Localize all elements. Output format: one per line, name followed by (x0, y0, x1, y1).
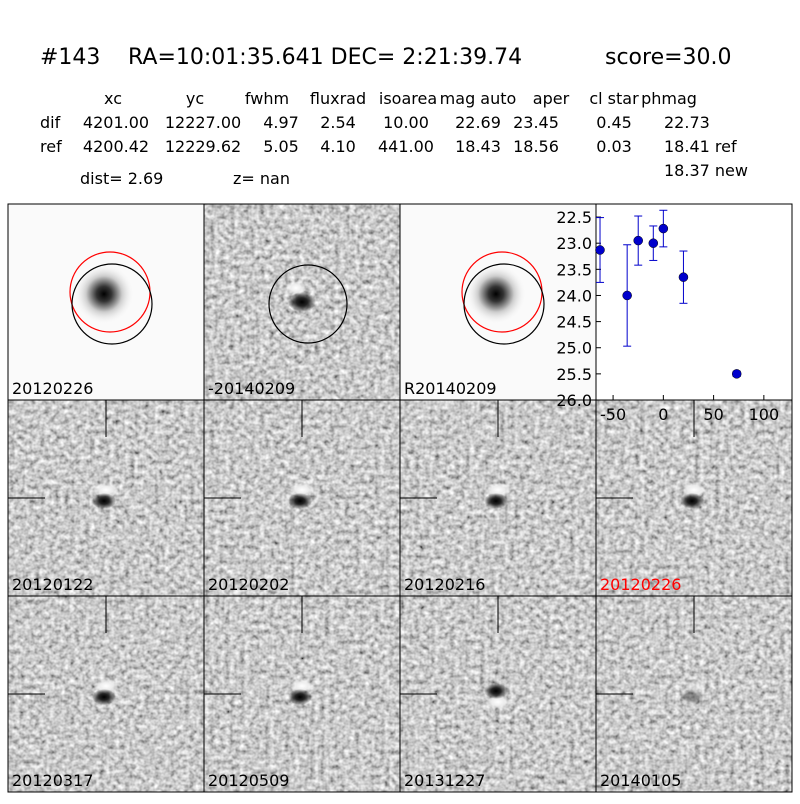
residual-dark (484, 683, 508, 699)
x-tick-label: 0 (658, 405, 668, 424)
table-cell: 22.73 (664, 113, 710, 132)
table-cell: 4.10 (320, 137, 356, 156)
column-header: aper (533, 89, 570, 108)
panel-label: 20120509 (208, 771, 289, 790)
panel-frame (595, 595, 793, 793)
y-tick-label: 22.5 (556, 208, 592, 227)
residual-dark (288, 292, 316, 312)
image-panel: 20120122 (7, 399, 205, 597)
dist: dist= 2.69 (80, 169, 163, 188)
residual-dark (92, 493, 116, 509)
panel-label: 20120122 (12, 575, 93, 594)
panel-label: 20120317 (12, 771, 93, 790)
image-panel: -20140209 (203, 203, 401, 401)
y-tick-label: 25.0 (556, 339, 592, 358)
residual-dark (288, 689, 312, 705)
table-cell: 22.69 (455, 113, 501, 132)
plot-area (595, 203, 793, 401)
x-tick-label: 100 (749, 405, 780, 424)
table-cell: 0.03 (596, 137, 632, 156)
panel-label: 20131227 (404, 771, 485, 790)
aperture-black (268, 264, 348, 344)
residual-dark (92, 689, 116, 705)
table-cell: 18.56 (513, 137, 559, 156)
image-panel: 20120226 (595, 399, 793, 597)
table-cell: 12229.62 (165, 137, 241, 156)
y-tick-label: 25.5 (556, 365, 592, 384)
image-panel: 20120317 (7, 595, 205, 793)
table-cell: 0.45 (596, 113, 632, 132)
point (595, 245, 605, 255)
residual-dark (484, 493, 508, 509)
panel-label: -20140209 (208, 379, 295, 398)
column-header: cl star (589, 89, 639, 108)
y-tick-label: 23.0 (556, 234, 592, 253)
residual-dark (288, 493, 312, 509)
column-header: fluxrad (310, 89, 366, 108)
column-header: isoarea (379, 89, 437, 108)
image-panel: 20120202 (203, 399, 401, 597)
score: score=30.0 (605, 45, 732, 70)
y-tick-label: 24.5 (556, 313, 592, 332)
aperture-black (463, 263, 545, 345)
table-cell: 18.41 ref (664, 137, 737, 156)
residual-dark (680, 689, 704, 705)
image-panel: 20120226 (7, 203, 205, 401)
panel-label: 20120202 (208, 575, 289, 594)
table-cell: 4.97 (263, 113, 299, 132)
point (633, 235, 643, 246)
table-cell: 5.05 (263, 137, 299, 156)
image-panel: 20120509 (203, 595, 401, 793)
column-header: fwhm (245, 89, 289, 108)
y-tick-label: 23.5 (556, 260, 592, 279)
point (658, 223, 669, 234)
table-cell: 23.45 (513, 113, 559, 132)
panel-label: R20140209 (404, 379, 497, 398)
table-cell: 4200.42 (83, 137, 149, 156)
residual-bright (286, 281, 306, 295)
x-tick-label: -50 (600, 405, 626, 424)
aperture-black (71, 263, 153, 345)
y-tick-label: 26.0 (556, 391, 592, 410)
column-header: phmag (641, 89, 697, 108)
table-cell: 2.54 (320, 113, 356, 132)
table-cell: 441.00 (378, 137, 434, 156)
table-cell: 4201.00 (83, 113, 149, 132)
image-panel: 20131227 (399, 595, 597, 793)
row-label: ref (40, 137, 62, 156)
source (466, 264, 526, 324)
point (731, 369, 742, 379)
table-cell: 12227.00 (165, 113, 241, 132)
x-tick-label: 50 (703, 405, 723, 424)
z: z= nan (233, 169, 290, 188)
panel-label: 20120216 (404, 575, 485, 594)
source (74, 264, 134, 324)
image-panel: 20120216 (399, 399, 597, 597)
table-cell: 18.43 (455, 137, 501, 156)
y-tick-label: 24.0 (556, 286, 592, 305)
point (648, 238, 659, 248)
panel-label: 20140105 (600, 771, 681, 790)
column-header: yc (186, 89, 204, 108)
residual-dark (680, 493, 704, 509)
image-panel: 20140105 (595, 595, 793, 793)
row-label: dif (40, 113, 61, 132)
phmag-new: 18.37 new (664, 161, 748, 180)
table-cell: 10.00 (383, 113, 429, 132)
column-header: mag auto (440, 89, 517, 108)
panel-label: 20120226 (12, 379, 93, 398)
panel-label: 20120226 (600, 575, 681, 594)
point (622, 290, 632, 301)
column-header: xc (104, 89, 122, 108)
object-id: #143 (40, 45, 100, 70)
point (678, 272, 689, 282)
coordinates: RA=10:01:35.641 DEC= 2:21:39.74 (128, 45, 522, 70)
